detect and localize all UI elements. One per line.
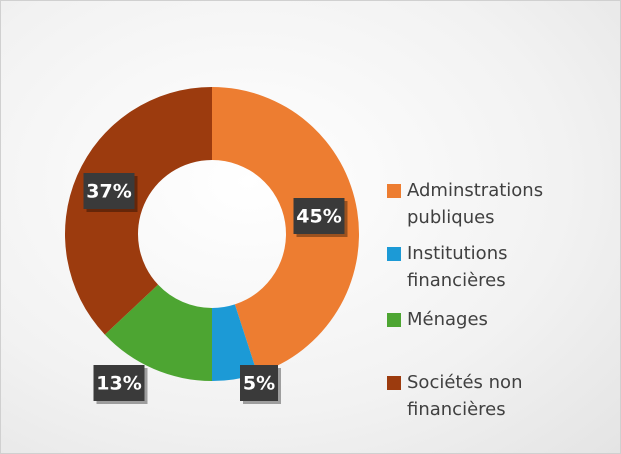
donut-segment	[104, 284, 212, 381]
legend-swatch	[387, 313, 401, 327]
legend-label: Sociétés non financières	[407, 372, 523, 420]
label-box	[240, 365, 278, 401]
legend-entry: Institutions financières	[387, 240, 557, 294]
data-label: 5%	[243, 373, 275, 395]
legend-swatch	[387, 376, 401, 390]
data-label: 45%	[296, 206, 341, 228]
legend-swatch	[387, 184, 401, 198]
legend-swatch	[387, 247, 401, 261]
donut-segment	[65, 87, 212, 335]
legend-label: Adminstrations publiques	[407, 180, 544, 228]
data-label: 37%	[86, 181, 131, 203]
data-label: 13%	[96, 373, 141, 395]
label-box	[293, 198, 345, 234]
legend-label: Ménages	[407, 309, 488, 330]
label-box	[83, 173, 135, 209]
legend-label: Institutions financières	[407, 243, 508, 291]
donut-segment	[212, 304, 258, 381]
legend-entry: Ménages	[387, 306, 557, 333]
legend-entry: Sociétés non financières	[387, 369, 557, 423]
donut-segment	[212, 87, 359, 374]
label-box	[93, 365, 145, 401]
legend-entry: Adminstrations publiques	[387, 177, 557, 231]
